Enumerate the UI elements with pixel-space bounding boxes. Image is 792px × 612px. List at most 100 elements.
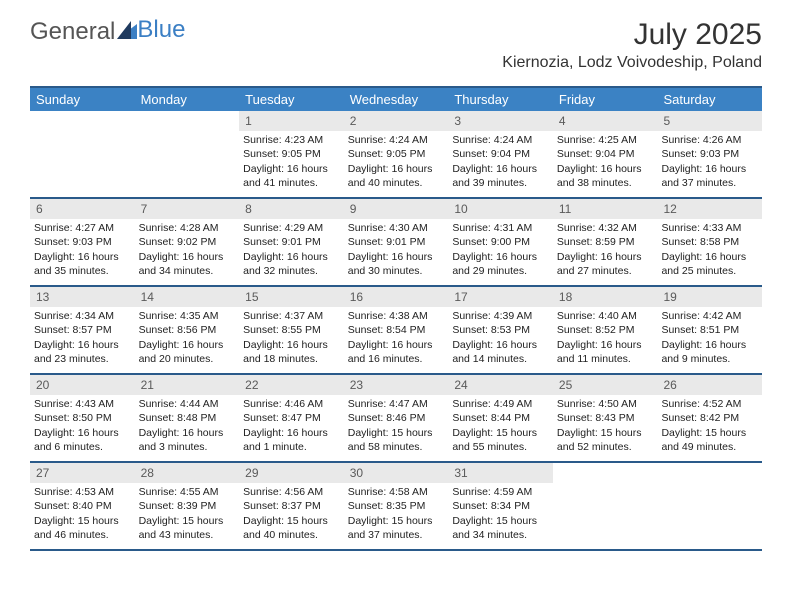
weekday-header-row: SundayMondayTuesdayWednesdayThursdayFrid… — [30, 88, 762, 111]
daylight-text: Daylight: 16 hours and 18 minutes. — [243, 338, 340, 366]
day-number: 7 — [135, 199, 240, 219]
day-body: Sunrise: 4:32 AMSunset: 8:59 PMDaylight:… — [553, 219, 658, 278]
day-body: Sunrise: 4:26 AMSunset: 9:03 PMDaylight:… — [657, 131, 762, 190]
sunrise-text: Sunrise: 4:26 AM — [661, 133, 758, 147]
sunrise-text: Sunrise: 4:58 AM — [348, 485, 445, 499]
day-cell: 11Sunrise: 4:32 AMSunset: 8:59 PMDayligh… — [553, 199, 658, 285]
day-cell: 24Sunrise: 4:49 AMSunset: 8:44 PMDayligh… — [448, 375, 553, 461]
daylight-text: Daylight: 16 hours and 23 minutes. — [34, 338, 131, 366]
day-cell: 17Sunrise: 4:39 AMSunset: 8:53 PMDayligh… — [448, 287, 553, 373]
weekday-header: Sunday — [30, 88, 135, 111]
weeks-container: 001Sunrise: 4:23 AMSunset: 9:05 PMDaylig… — [30, 111, 762, 551]
daylight-text: Daylight: 16 hours and 35 minutes. — [34, 250, 131, 278]
title-block: July 2025 Kiernozia, Lodz Voivodeship, P… — [502, 18, 762, 72]
day-cell: 16Sunrise: 4:38 AMSunset: 8:54 PMDayligh… — [344, 287, 449, 373]
weekday-header: Thursday — [448, 88, 553, 111]
daylight-text: Daylight: 15 hours and 37 minutes. — [348, 514, 445, 542]
day-number: 5 — [657, 111, 762, 131]
day-body: Sunrise: 4:34 AMSunset: 8:57 PMDaylight:… — [30, 307, 135, 366]
sunrise-text: Sunrise: 4:47 AM — [348, 397, 445, 411]
day-number: 28 — [135, 463, 240, 483]
sunrise-text: Sunrise: 4:50 AM — [557, 397, 654, 411]
day-cell: 7Sunrise: 4:28 AMSunset: 9:02 PMDaylight… — [135, 199, 240, 285]
sunset-text: Sunset: 8:44 PM — [452, 411, 549, 425]
sunset-text: Sunset: 8:54 PM — [348, 323, 445, 337]
sunset-text: Sunset: 8:58 PM — [661, 235, 758, 249]
sunset-text: Sunset: 9:05 PM — [243, 147, 340, 161]
day-number: 24 — [448, 375, 553, 395]
day-cell: 19Sunrise: 4:42 AMSunset: 8:51 PMDayligh… — [657, 287, 762, 373]
sunrise-text: Sunrise: 4:29 AM — [243, 221, 340, 235]
day-body: Sunrise: 4:24 AMSunset: 9:04 PMDaylight:… — [448, 131, 553, 190]
sunrise-text: Sunrise: 4:43 AM — [34, 397, 131, 411]
sunset-text: Sunset: 9:00 PM — [452, 235, 549, 249]
sunset-text: Sunset: 9:01 PM — [348, 235, 445, 249]
daylight-text: Daylight: 16 hours and 20 minutes. — [139, 338, 236, 366]
day-body: Sunrise: 4:29 AMSunset: 9:01 PMDaylight:… — [239, 219, 344, 278]
sunrise-text: Sunrise: 4:38 AM — [348, 309, 445, 323]
sunset-text: Sunset: 8:52 PM — [557, 323, 654, 337]
daylight-text: Daylight: 16 hours and 6 minutes. — [34, 426, 131, 454]
daylight-text: Daylight: 16 hours and 25 minutes. — [661, 250, 758, 278]
sunset-text: Sunset: 8:43 PM — [557, 411, 654, 425]
daylight-text: Daylight: 16 hours and 39 minutes. — [452, 162, 549, 190]
sunrise-text: Sunrise: 4:33 AM — [661, 221, 758, 235]
sunrise-text: Sunrise: 4:25 AM — [557, 133, 654, 147]
day-body: Sunrise: 4:25 AMSunset: 9:04 PMDaylight:… — [553, 131, 658, 190]
daylight-text: Daylight: 16 hours and 40 minutes. — [348, 162, 445, 190]
day-cell: 1Sunrise: 4:23 AMSunset: 9:05 PMDaylight… — [239, 111, 344, 197]
empty-day-cell: 0 — [135, 111, 240, 197]
day-number: 29 — [239, 463, 344, 483]
day-cell: 4Sunrise: 4:25 AMSunset: 9:04 PMDaylight… — [553, 111, 658, 197]
daylight-text: Daylight: 16 hours and 41 minutes. — [243, 162, 340, 190]
daylight-text: Daylight: 15 hours and 49 minutes. — [661, 426, 758, 454]
sunrise-text: Sunrise: 4:42 AM — [661, 309, 758, 323]
day-body: Sunrise: 4:50 AMSunset: 8:43 PMDaylight:… — [553, 395, 658, 454]
calendar: SundayMondayTuesdayWednesdayThursdayFrid… — [30, 86, 762, 551]
week-row: 13Sunrise: 4:34 AMSunset: 8:57 PMDayligh… — [30, 287, 762, 375]
day-body: Sunrise: 4:39 AMSunset: 8:53 PMDaylight:… — [448, 307, 553, 366]
sunrise-text: Sunrise: 4:49 AM — [452, 397, 549, 411]
sunrise-text: Sunrise: 4:23 AM — [243, 133, 340, 147]
day-cell: 27Sunrise: 4:53 AMSunset: 8:40 PMDayligh… — [30, 463, 135, 549]
day-number: 30 — [344, 463, 449, 483]
day-body: Sunrise: 4:33 AMSunset: 8:58 PMDaylight:… — [657, 219, 762, 278]
sunset-text: Sunset: 8:34 PM — [452, 499, 549, 513]
month-title: July 2025 — [502, 18, 762, 52]
daylight-text: Daylight: 16 hours and 27 minutes. — [557, 250, 654, 278]
sunrise-text: Sunrise: 4:35 AM — [139, 309, 236, 323]
day-body: Sunrise: 4:52 AMSunset: 8:42 PMDaylight:… — [657, 395, 762, 454]
logo: General Blue — [30, 18, 185, 46]
daylight-text: Daylight: 16 hours and 38 minutes. — [557, 162, 654, 190]
day-number: 17 — [448, 287, 553, 307]
day-cell: 9Sunrise: 4:30 AMSunset: 9:01 PMDaylight… — [344, 199, 449, 285]
daylight-text: Daylight: 15 hours and 40 minutes. — [243, 514, 340, 542]
location-text: Kiernozia, Lodz Voivodeship, Poland — [502, 54, 762, 72]
daylight-text: Daylight: 16 hours and 1 minute. — [243, 426, 340, 454]
sunrise-text: Sunrise: 4:59 AM — [452, 485, 549, 499]
day-cell: 10Sunrise: 4:31 AMSunset: 9:00 PMDayligh… — [448, 199, 553, 285]
sunrise-text: Sunrise: 4:56 AM — [243, 485, 340, 499]
day-body: Sunrise: 4:55 AMSunset: 8:39 PMDaylight:… — [135, 483, 240, 542]
sunrise-text: Sunrise: 4:52 AM — [661, 397, 758, 411]
day-number: 27 — [30, 463, 135, 483]
day-body: Sunrise: 4:59 AMSunset: 8:34 PMDaylight:… — [448, 483, 553, 542]
day-cell: 6Sunrise: 4:27 AMSunset: 9:03 PMDaylight… — [30, 199, 135, 285]
day-number: 21 — [135, 375, 240, 395]
day-number: 11 — [553, 199, 658, 219]
daylight-text: Daylight: 15 hours and 34 minutes. — [452, 514, 549, 542]
sunset-text: Sunset: 9:04 PM — [557, 147, 654, 161]
sunset-text: Sunset: 8:39 PM — [139, 499, 236, 513]
logo-text-blue: Blue — [137, 16, 185, 44]
daylight-text: Daylight: 16 hours and 32 minutes. — [243, 250, 340, 278]
day-cell: 23Sunrise: 4:47 AMSunset: 8:46 PMDayligh… — [344, 375, 449, 461]
week-row: 6Sunrise: 4:27 AMSunset: 9:03 PMDaylight… — [30, 199, 762, 287]
daylight-text: Daylight: 16 hours and 16 minutes. — [348, 338, 445, 366]
day-body: Sunrise: 4:53 AMSunset: 8:40 PMDaylight:… — [30, 483, 135, 542]
day-body: Sunrise: 4:28 AMSunset: 9:02 PMDaylight:… — [135, 219, 240, 278]
sunrise-text: Sunrise: 4:34 AM — [34, 309, 131, 323]
sunset-text: Sunset: 8:37 PM — [243, 499, 340, 513]
day-cell: 3Sunrise: 4:24 AMSunset: 9:04 PMDaylight… — [448, 111, 553, 197]
sunrise-text: Sunrise: 4:37 AM — [243, 309, 340, 323]
sunset-text: Sunset: 8:50 PM — [34, 411, 131, 425]
